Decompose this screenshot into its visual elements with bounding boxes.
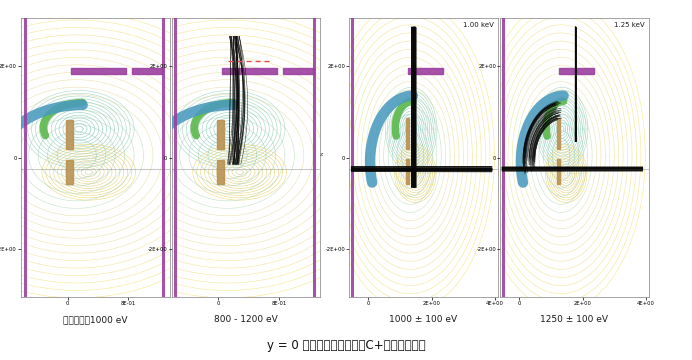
- Text: 1.00 keV: 1.00 keV: [463, 22, 494, 28]
- Bar: [131, 68, 163, 74]
- Bar: [66, 160, 73, 184]
- Bar: [406, 118, 409, 149]
- Text: 1250 ± 100 eV: 1250 ± 100 eV: [540, 315, 608, 324]
- Bar: [556, 159, 560, 184]
- Bar: [222, 68, 277, 74]
- Bar: [408, 68, 443, 74]
- Text: 800 - 1200 eV: 800 - 1200 eV: [214, 315, 277, 324]
- Bar: [406, 159, 409, 184]
- Bar: [217, 160, 224, 184]
- Y-axis label: z: z: [320, 153, 323, 158]
- Bar: [556, 118, 560, 149]
- Bar: [217, 120, 224, 149]
- Bar: [71, 68, 126, 74]
- Bar: [282, 68, 314, 74]
- Bar: [66, 120, 73, 149]
- Text: 単一イオン1000 eV: 単一イオン1000 eV: [62, 315, 127, 324]
- Bar: [559, 68, 594, 74]
- Text: 1.25 keV: 1.25 keV: [614, 22, 645, 28]
- Text: 1000 ± 100 eV: 1000 ± 100 eV: [390, 315, 457, 324]
- Text: y = 0 における等電位線とC+イオンの軌道: y = 0 における等電位線とC+イオンの軌道: [266, 339, 426, 352]
